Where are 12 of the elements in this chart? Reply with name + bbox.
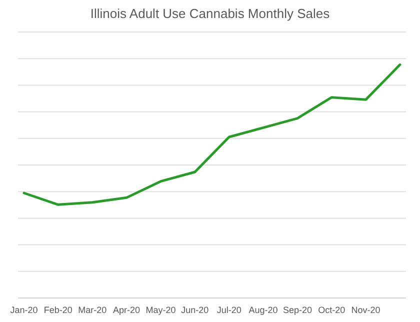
x-tick-label: Oct-20	[318, 305, 346, 315]
x-tick-label: Sep-20	[282, 305, 312, 315]
x-tick-label: Jan-20	[10, 305, 38, 315]
x-tick-label: Jul-20	[216, 305, 242, 315]
x-tick-label: Apr-20	[113, 305, 140, 315]
x-tick-label: Feb-20	[44, 305, 72, 315]
chart-title: Illinois Adult Use Cannabis Monthly Sales	[90, 6, 330, 21]
x-tick-label: May-20	[146, 305, 176, 315]
x-tick-label: Jun-20	[181, 305, 209, 315]
x-tick-label: Nov-20	[351, 305, 380, 315]
x-tick-label: Mar-20	[78, 305, 107, 315]
x-tick-label: Aug-20	[248, 305, 278, 315]
